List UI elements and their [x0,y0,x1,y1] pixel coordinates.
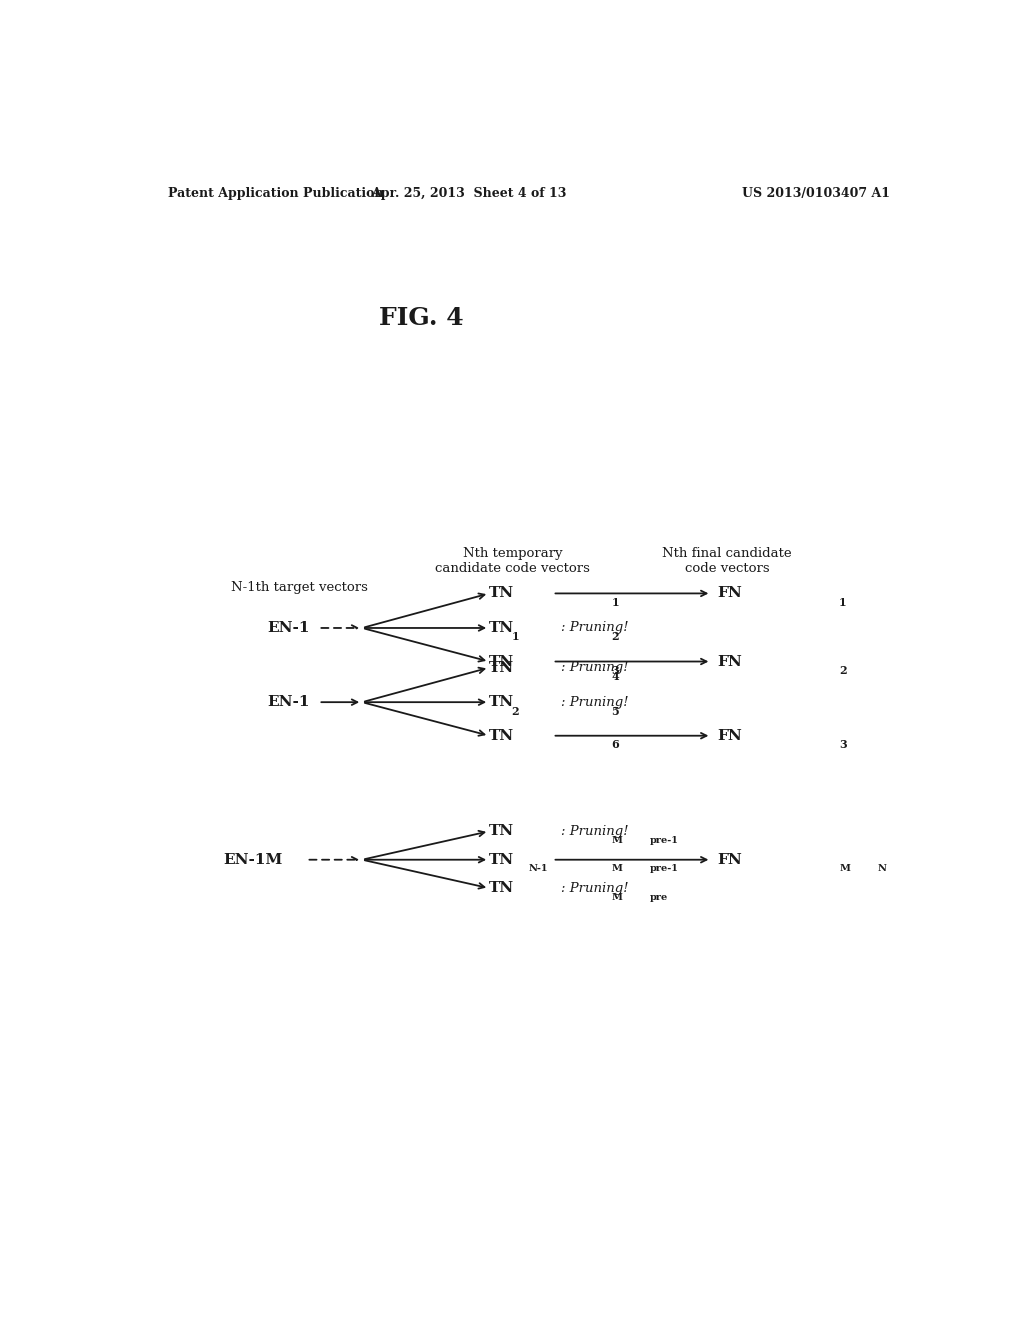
Text: 4: 4 [611,671,620,682]
Text: TN: TN [489,660,514,675]
Text: TN: TN [489,729,514,743]
Text: 6: 6 [611,739,620,750]
Text: N-1: N-1 [528,865,548,873]
Text: Nth final candidate
code vectors: Nth final candidate code vectors [663,546,792,574]
Text: : Pruning!: : Pruning! [560,661,628,675]
Text: : Pruning!: : Pruning! [560,825,628,838]
Text: TN: TN [489,620,514,635]
Text: : Pruning!: : Pruning! [560,882,628,895]
Text: 3: 3 [611,665,620,676]
Text: 3: 3 [839,739,847,750]
Text: TN: TN [489,696,514,709]
Text: FN: FN [717,586,741,601]
Text: TN: TN [489,882,514,895]
Text: 1: 1 [511,631,519,643]
Text: FN: FN [717,729,741,743]
Text: FN: FN [717,853,741,867]
Text: US 2013/0103407 A1: US 2013/0103407 A1 [741,187,890,199]
Text: TN: TN [489,853,514,867]
Text: TN: TN [489,586,514,601]
Text: EN-1: EN-1 [267,696,309,709]
Text: FIG. 4: FIG. 4 [379,306,464,330]
Text: pre-1: pre-1 [650,865,679,873]
Text: 1: 1 [839,597,847,609]
Text: M: M [839,865,850,873]
Text: Patent Application Publication: Patent Application Publication [168,187,383,199]
Text: EN-1M: EN-1M [223,853,283,867]
Text: M: M [611,836,623,845]
Text: pre: pre [650,892,669,902]
Text: M: M [611,865,623,873]
Text: EN-1: EN-1 [267,620,309,635]
Text: Nth temporary
candidate code vectors: Nth temporary candidate code vectors [435,546,590,574]
Text: FN: FN [717,655,741,668]
Text: Apr. 25, 2013  Sheet 4 of 13: Apr. 25, 2013 Sheet 4 of 13 [372,187,567,199]
Text: : Pruning!: : Pruning! [560,622,628,635]
Text: 5: 5 [611,706,620,717]
Text: N-1th target vectors: N-1th target vectors [231,581,368,594]
Text: 2: 2 [511,706,519,717]
Text: pre-1: pre-1 [650,836,679,845]
Text: N: N [878,865,887,873]
Text: TN: TN [489,824,514,838]
Text: 2: 2 [611,631,618,643]
Text: TN: TN [489,655,514,668]
Text: M: M [611,892,623,902]
Text: 2: 2 [839,665,847,676]
Text: : Pruning!: : Pruning! [560,696,628,709]
Text: 1: 1 [611,597,618,609]
